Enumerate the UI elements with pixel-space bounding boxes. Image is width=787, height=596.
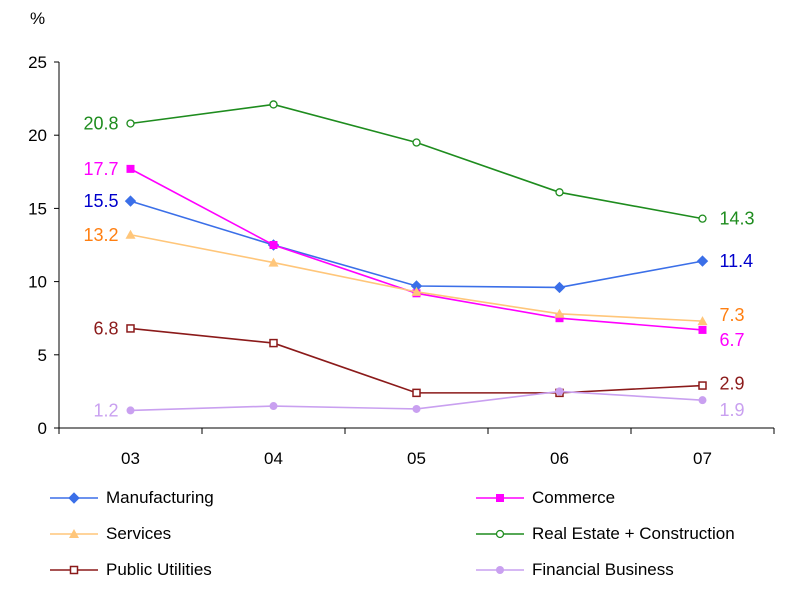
data-point <box>126 164 135 173</box>
data-point <box>555 188 564 197</box>
series-lines <box>124 100 709 415</box>
legend-label: Financial Business <box>532 560 674 579</box>
legend-marker <box>68 492 80 504</box>
legend-label: Real Estate + Construction <box>532 524 735 543</box>
legend-item-manufacturing: Manufacturing <box>48 486 214 510</box>
x-tick-label: 04 <box>264 449 283 468</box>
legend-label: Services <box>106 524 172 543</box>
data-point <box>555 387 564 396</box>
legend-swatch <box>476 529 524 539</box>
data-label-first: 20.8 <box>83 113 118 133</box>
data-label-first: 17.7 <box>83 159 118 179</box>
data-label-first: 6.8 <box>93 318 118 338</box>
data-point <box>126 324 135 333</box>
y-unit-label: % <box>30 9 45 28</box>
x-tick-label: 07 <box>693 449 712 468</box>
y-tick-label: 20 <box>28 126 47 145</box>
data-point <box>126 406 135 415</box>
legend-item-real-estate-construction: Real Estate + Construction <box>474 522 735 546</box>
series-financial-business <box>126 387 707 415</box>
data-label-last: 2.9 <box>720 374 745 394</box>
data-label-last: 11.4 <box>720 251 754 271</box>
x-ticks: 03 04 05 06 07 <box>58 428 775 468</box>
legend-marker <box>69 565 79 575</box>
data-point <box>553 281 566 294</box>
y-tick-label: 25 <box>28 53 47 72</box>
legend-swatch <box>476 566 524 574</box>
data-point <box>412 388 421 398</box>
legend-marker <box>496 566 504 574</box>
y-tick-label: 10 <box>28 273 47 292</box>
data-point <box>126 119 135 128</box>
data-point <box>697 316 708 326</box>
data-point <box>698 325 707 334</box>
legend-marker <box>496 494 504 502</box>
legend-swatch <box>50 565 98 575</box>
legend-marker <box>495 529 505 539</box>
data-point <box>696 255 709 267</box>
data-point <box>125 229 136 239</box>
legend-swatch <box>50 492 98 504</box>
legend-item-financial-business: Financial Business <box>474 558 674 582</box>
legend-swatch <box>50 529 98 538</box>
legend-marker <box>69 529 79 538</box>
data-point <box>411 286 422 296</box>
series-real-estate-construction <box>126 100 707 223</box>
legend-label: Manufacturing <box>106 488 214 507</box>
data-point <box>554 308 565 318</box>
data-label-last: 1.9 <box>720 400 745 420</box>
legend-item-public-utilities: Public Utilities <box>48 558 212 582</box>
series-services <box>125 229 708 326</box>
data-point <box>268 257 279 267</box>
data-label-last: 6.7 <box>720 330 745 350</box>
x-tick-label: 06 <box>550 449 569 468</box>
y-tick-label: 5 <box>38 346 47 365</box>
legend-label: Public Utilities <box>106 560 212 579</box>
y-tick-label: 0 <box>38 419 47 438</box>
data-point <box>269 402 278 411</box>
series-manufacturing <box>124 195 709 294</box>
data-label-first: 1.2 <box>93 400 118 420</box>
y-ticks: 0 5 10 15 20 25 <box>28 53 59 438</box>
data-point <box>698 214 707 223</box>
x-tick-label: 03 <box>121 449 140 468</box>
legend-item-services: Services <box>48 522 171 546</box>
data-point <box>269 241 278 249</box>
data-label-first: 15.5 <box>83 191 118 211</box>
legend-swatch <box>476 494 524 502</box>
legend-label: Commerce <box>532 488 616 507</box>
data-point <box>555 314 564 323</box>
data-labels: 15.5 11.4 17.7 6.7 13.2 7.3 20.8 14.3 6.8 2.9 1.2 1… <box>83 113 754 420</box>
data-label-first: 13.2 <box>83 225 118 245</box>
data-point <box>124 195 137 207</box>
y-tick-label: 15 <box>28 199 47 218</box>
legend-item-commerce: Commerce <box>474 486 615 510</box>
data-point <box>412 404 421 413</box>
data-point <box>269 338 278 348</box>
data-point <box>412 138 421 147</box>
data-label-last: 7.3 <box>720 305 745 325</box>
data-point <box>698 381 707 390</box>
axes <box>58 62 774 429</box>
data-point <box>269 100 278 109</box>
x-tick-label: 05 <box>407 449 426 468</box>
data-label-last: 14.3 <box>720 209 755 229</box>
data-point <box>698 396 707 405</box>
